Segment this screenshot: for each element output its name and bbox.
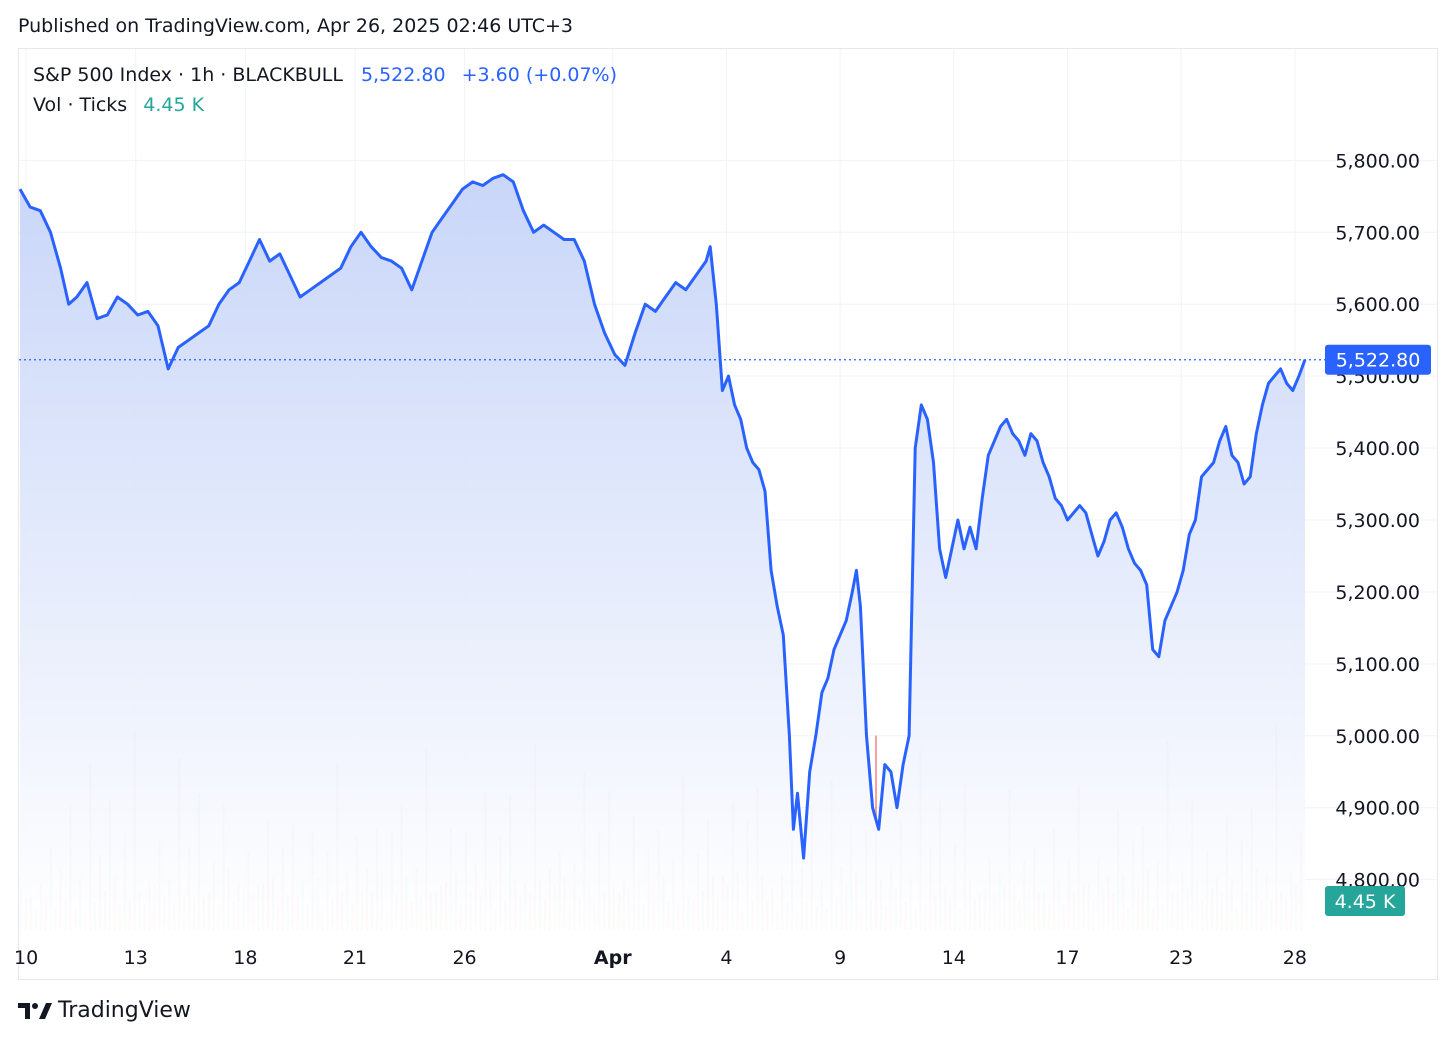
legend-main: S&P 500 Index · 1h · BLACKBULL 5,522.80 … [33, 64, 617, 86]
x-tick-label: 18 [233, 947, 257, 969]
x-tick-label: 21 [343, 947, 367, 969]
x-axis: 10 13 18 21 26 Apr 4 9 14 17 23 28 [14, 947, 1307, 969]
x-tick-label: 10 [14, 947, 38, 969]
last-price-tag [1325, 344, 1431, 375]
x-tick-label: 9 [834, 947, 846, 969]
x-tick-label: 17 [1055, 947, 1079, 969]
y-tick-label: 4,900.00 [1335, 798, 1420, 820]
x-tick-label: 13 [124, 947, 148, 969]
symbol-label[interactable]: S&P 500 Index · 1h · BLACKBULL [33, 64, 343, 86]
volume-tag-label: 4.45 K [1335, 891, 1396, 913]
tradingview-logo[interactable]: TradingView [18, 998, 191, 1023]
y-tick-label: 5,600.00 [1335, 294, 1420, 316]
y-tick-label: 5,200.00 [1335, 582, 1420, 604]
y-axis: 5,800.005,700.005,600.005,500.005,400.00… [1335, 150, 1420, 891]
x-tick-label: 28 [1283, 947, 1307, 969]
brand-name: TradingView [58, 998, 191, 1023]
y-tick-label: 5,100.00 [1335, 654, 1420, 676]
price-change: +3.60 (+0.07%) [461, 64, 617, 86]
y-tick-label: 5,700.00 [1335, 222, 1420, 244]
volume-value: 4.45 K [143, 94, 205, 116]
last-price-tag-label: 5,522.80 [1336, 350, 1421, 372]
y-tick-label: 5,300.00 [1335, 510, 1420, 532]
price-line [18, 173, 1307, 860]
x-tick-label: 4 [720, 947, 732, 969]
last-price-value: 5,522.80 [360, 64, 446, 86]
axis-tags: 5,522.80 4.45 K [1325, 344, 1431, 916]
publish-caption: Published on TradingView.com, Apr 26, 20… [18, 15, 573, 37]
legend-volume: Vol · Ticks 4.45 K [33, 94, 204, 116]
price-area [20, 174, 1305, 930]
chart-frame[interactable] [18, 48, 1438, 980]
y-tick-label: 5,800.00 [1335, 150, 1420, 172]
y-tick-label: 5,400.00 [1335, 438, 1420, 460]
y-tick-label: 5,000.00 [1335, 726, 1420, 748]
volume-tag [1325, 886, 1405, 916]
volume-label[interactable]: Vol · Ticks [33, 94, 128, 116]
x-tick-label: Apr [594, 947, 632, 969]
x-tick-label: 14 [942, 947, 966, 969]
x-tick-label: 26 [452, 947, 476, 969]
tradingview-logo-icon [18, 1002, 52, 1019]
x-tick-label: 23 [1169, 947, 1193, 969]
